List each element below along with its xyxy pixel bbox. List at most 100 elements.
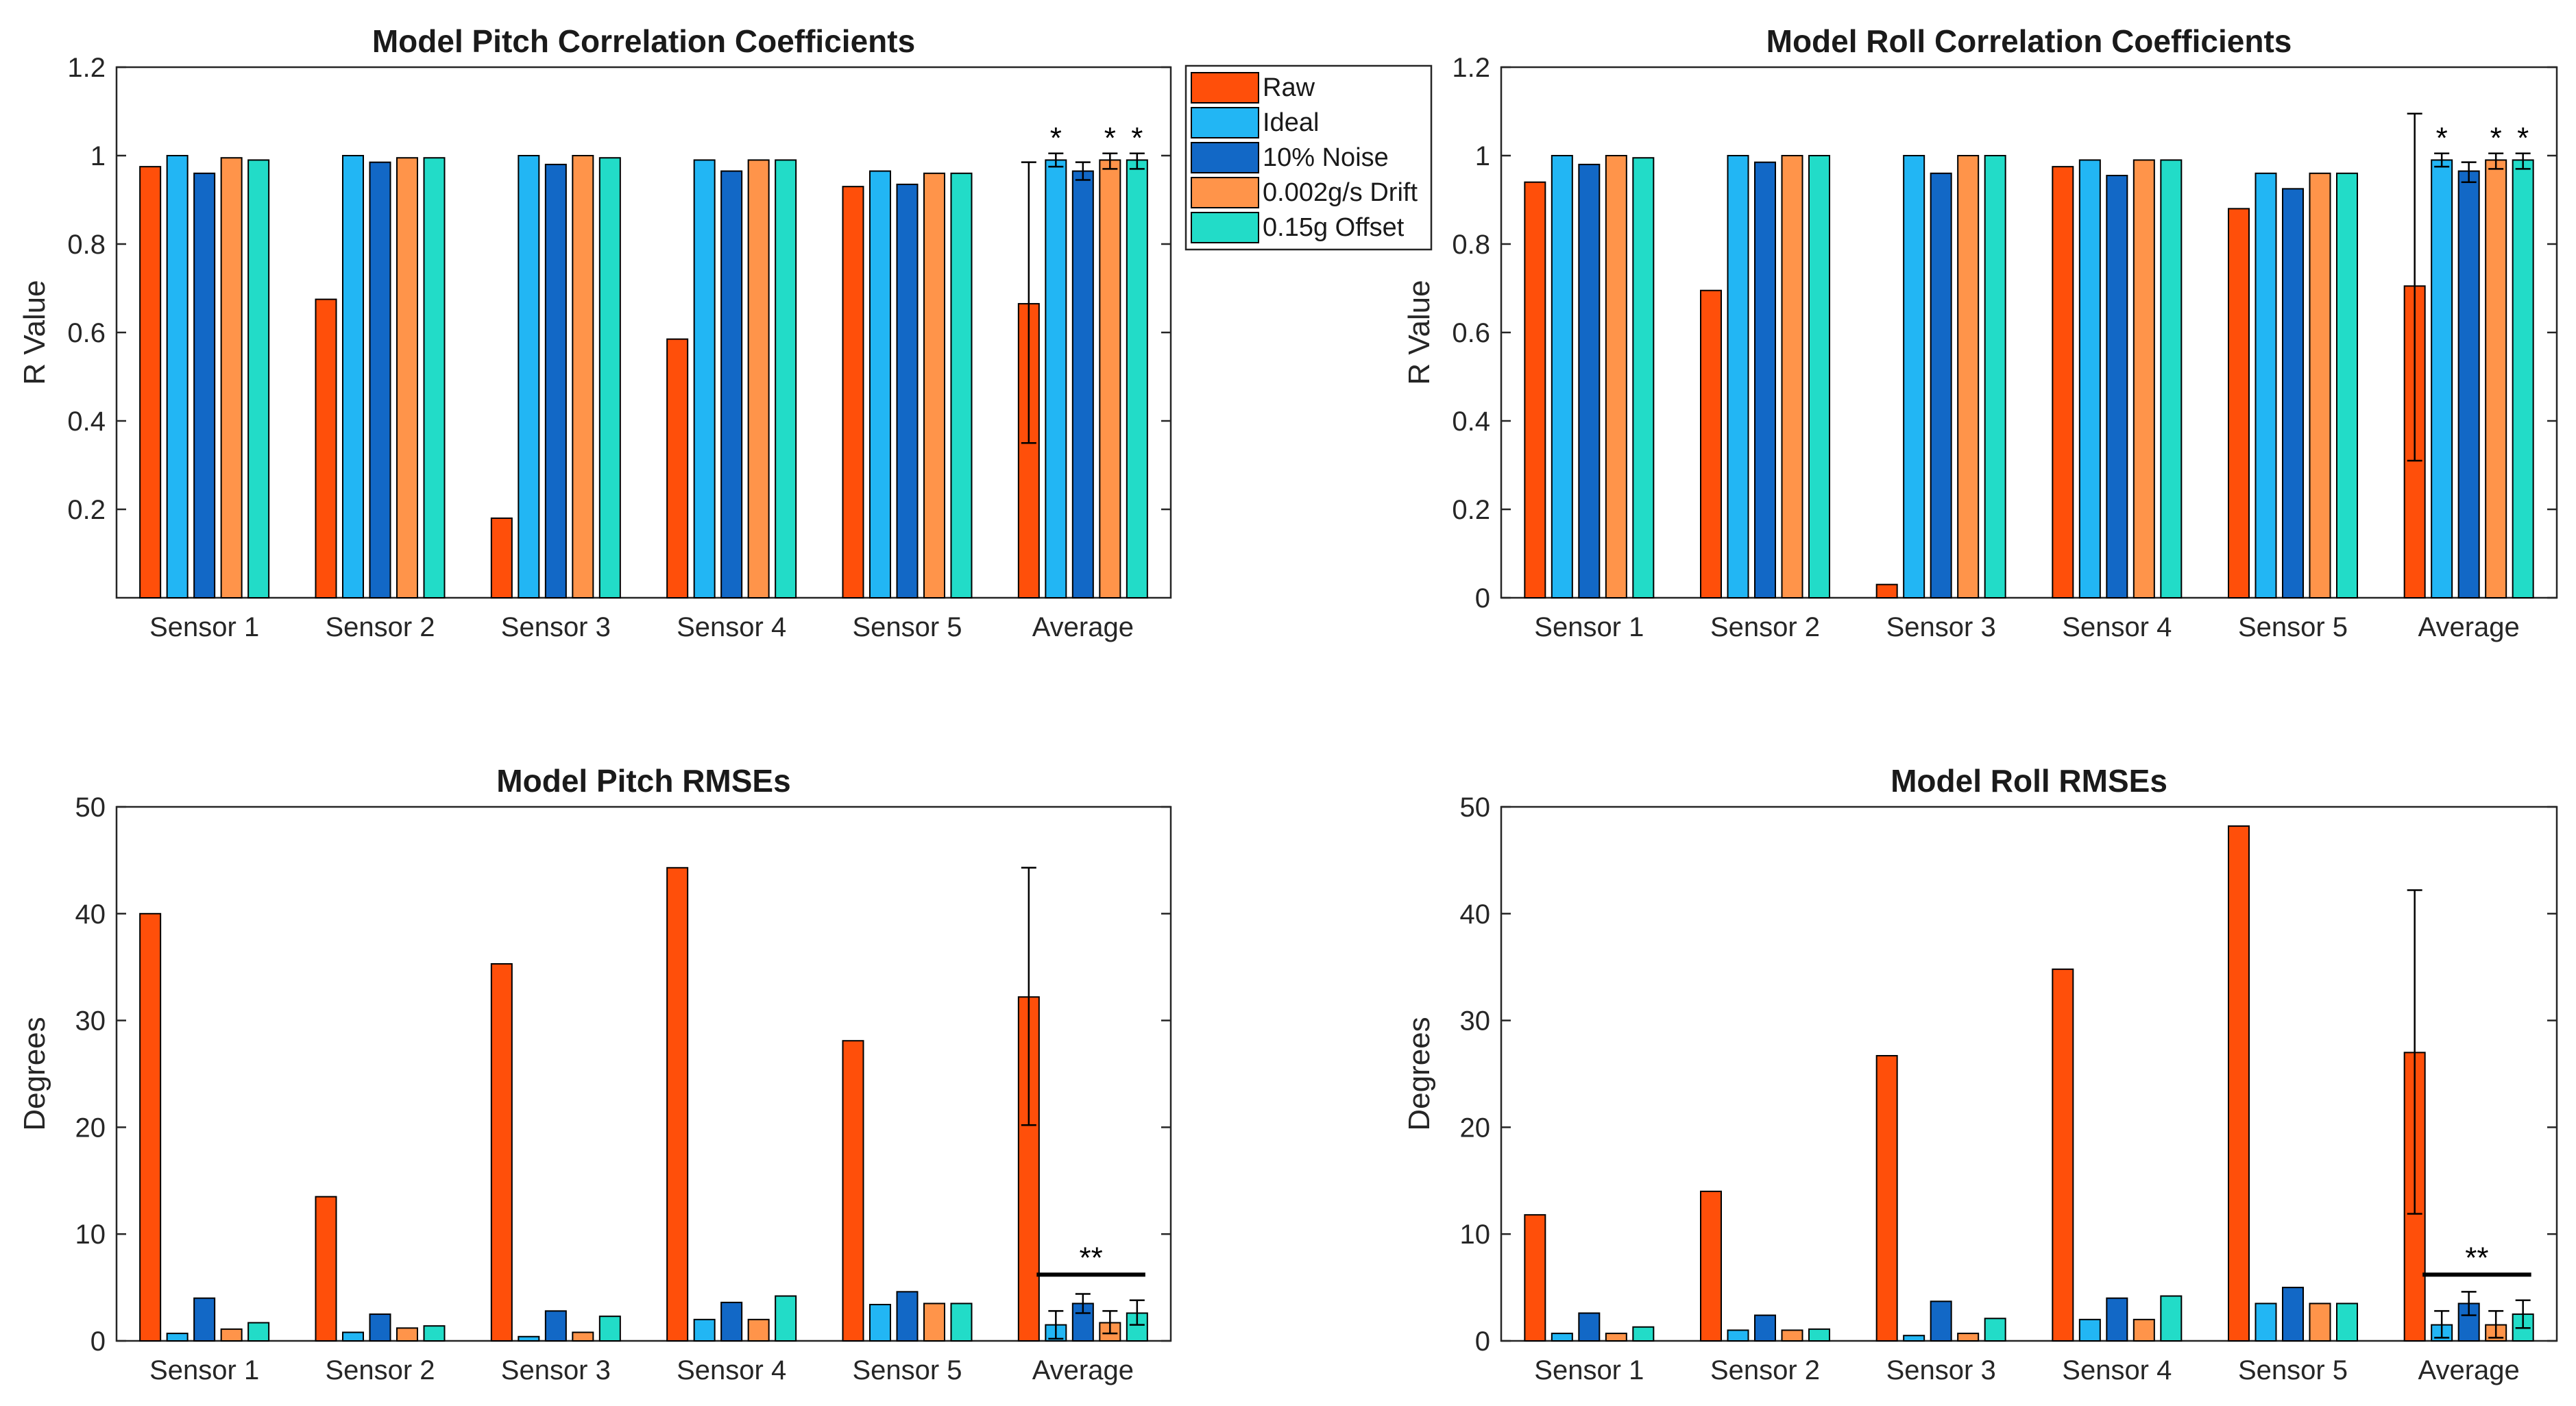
pitch-corr-ytick-label: 0.6 <box>67 318 106 348</box>
roll-rmse-bar-raw-sensor-5 <box>2228 825 2250 1342</box>
pitch-rmse-significance-label: ** <box>1079 1241 1102 1274</box>
pitch-rmse-xtick-label: Average <box>1032 1355 1134 1385</box>
pitch-corr-errorbar <box>1129 152 1145 170</box>
roll-rmse-bar-0-002g-s-drift-sensor-4 <box>2133 1318 2155 1342</box>
roll-corr-bar-0-002g-s-drift-sensor-5 <box>2309 172 2331 599</box>
pitch-corr-errorbar <box>1075 161 1091 181</box>
roll-corr-bar-0-15g-offset-sensor-1 <box>1632 157 1655 599</box>
legend-label: 0.15g Offset <box>1263 213 1405 242</box>
roll-corr-ytick-label: 0 <box>1475 583 1490 614</box>
legend-swatch-raw <box>1191 72 1259 104</box>
roll-rmse-xtick-label: Sensor 2 <box>1710 1355 1820 1385</box>
pitch-rmse-bar-0-002g-s-drift-sensor-4 <box>747 1318 770 1342</box>
pitch-corr-ytick-label: 0.4 <box>67 407 106 437</box>
pitch-corr-bar-0-002g-s-drift-sensor-5 <box>923 172 945 599</box>
roll-corr-xtick-label: Average <box>2418 612 2520 642</box>
pitch-rmse-bar-raw-sensor-5 <box>842 1040 864 1342</box>
roll-rmse-bar-raw-sensor-4 <box>2052 968 2074 1342</box>
roll-rmse-xtick-label: Sensor 3 <box>1886 1355 1996 1385</box>
pitch-corr-errorbar <box>1021 161 1036 444</box>
pitch-rmse-ytick-label: 20 <box>75 1113 106 1143</box>
pitch-corr-errorbar <box>1102 152 1118 170</box>
roll-corr-significance-star: * <box>2517 121 2529 155</box>
roll-corr-ytick-label: 1.2 <box>1452 53 1490 83</box>
roll-rmse-bar-raw-sensor-3 <box>1875 1055 1898 1342</box>
roll-corr-bar-0-002g-s-drift-sensor-2 <box>1781 155 1803 598</box>
pitch-rmse-axes-box <box>115 805 1172 1342</box>
pitch-corr-bar-raw-sensor-3 <box>490 517 513 599</box>
pitch-corr-ylabel: R Value <box>18 280 51 385</box>
pitch-corr-significance-star: * <box>1131 121 1143 155</box>
roll-corr-bar-ideal-sensor-2 <box>1727 155 1749 598</box>
roll-corr-xtick-label: Sensor 5 <box>2238 612 2348 642</box>
roll-rmse-errorbar <box>2461 1291 2477 1316</box>
roll-corr-bar-ideal-sensor-5 <box>2255 172 2277 599</box>
roll-rmse-ytick-label: 0 <box>1475 1326 1490 1357</box>
roll-rmse-bar-ideal-sensor-3 <box>1903 1335 1925 1342</box>
legend-swatch-ideal <box>1191 107 1259 138</box>
pitch-rmse-errorbar <box>1102 1310 1118 1335</box>
pitch-rmse-errorbar <box>1048 1310 1064 1340</box>
pitch-rmse-xtick-label: Sensor 1 <box>149 1355 259 1385</box>
pitch-corr-bar-0-002g-s-drift-sensor-1 <box>220 157 243 599</box>
roll-corr-bar-0-15g-offset-average <box>2512 159 2534 598</box>
pitch-corr-bar-raw-sensor-1 <box>139 166 162 598</box>
roll-rmse-errorbar <box>2515 1299 2531 1329</box>
pitch-rmse-bar-0-15g-offset-sensor-1 <box>247 1322 270 1342</box>
roll-corr-bar-10-noise-sensor-5 <box>2282 188 2304 598</box>
pitch-corr-xtick-label: Sensor 4 <box>677 612 786 642</box>
roll-rmse-bar-10-noise-sensor-4 <box>2106 1297 2128 1342</box>
pitch-corr-significance-star: * <box>1050 121 1062 155</box>
roll-rmse-significance-label: ** <box>2465 1241 2488 1274</box>
roll-corr-bar-ideal-average <box>2431 159 2453 598</box>
pitch-rmse-bar-0-15g-offset-sensor-2 <box>423 1325 446 1342</box>
roll-corr-bar-10-noise-sensor-1 <box>1578 163 1601 598</box>
roll-rmse-errorbar <box>2434 1310 2450 1339</box>
pitch-rmse-bar-0-15g-offset-sensor-4 <box>775 1295 797 1342</box>
roll-rmse-bar-0-15g-offset-sensor-5 <box>2336 1302 2358 1342</box>
pitch-corr-bar-raw-sensor-2 <box>315 298 337 598</box>
pitch-rmse-bar-raw-sensor-2 <box>315 1196 337 1342</box>
legend-swatch-10-noise <box>1191 142 1259 173</box>
pitch-corr-ytick-label: 0.2 <box>67 495 106 525</box>
pitch-corr-bar-0-15g-offset-sensor-1 <box>247 159 270 598</box>
pitch-corr-xtick-label: Sensor 5 <box>852 612 962 642</box>
roll-corr-xtick-label: Sensor 3 <box>1886 612 1996 642</box>
legend-label: Raw <box>1263 73 1315 102</box>
roll-rmse-bar-10-noise-sensor-3 <box>1930 1300 1952 1342</box>
pitch-corr-bar-10-noise-sensor-5 <box>896 183 919 598</box>
roll-corr-bar-0-002g-s-drift-sensor-4 <box>2133 159 2155 598</box>
pitch-rmse-errorbar <box>1021 866 1036 1126</box>
pitch-rmse-bar-0-002g-s-drift-sensor-1 <box>220 1328 243 1342</box>
pitch-corr-bar-ideal-sensor-1 <box>166 155 189 598</box>
roll-corr-bar-10-noise-sensor-2 <box>1754 161 1776 599</box>
roll-rmse-ylabel: Degrees <box>1402 1017 1436 1130</box>
pitch-rmse-errorbar <box>1075 1293 1091 1314</box>
roll-rmse-chart: Model Roll RMSEs 0 10 20 30 40 50 Degrees Sensor… <box>1402 763 2558 1385</box>
pitch-rmse-bar-0-15g-offset-sensor-3 <box>598 1316 621 1342</box>
pitch-corr-xtick-label: Average <box>1032 612 1134 642</box>
pitch-corr-bar-0-15g-offset-sensor-5 <box>950 172 973 599</box>
roll-corr-ytick-label: 0.4 <box>1452 407 1490 437</box>
pitch-corr-significance-star: * <box>1104 121 1116 155</box>
pitch-corr-ytick-label: 1.2 <box>67 53 106 83</box>
pitch-rmse-bar-10-noise-sensor-3 <box>544 1310 567 1342</box>
roll-rmse-bar-10-noise-sensor-1 <box>1578 1312 1601 1342</box>
roll-rmse-ytick-label: 10 <box>1460 1220 1491 1250</box>
pitch-corr-bar-0-15g-offset-sensor-3 <box>598 157 621 599</box>
roll-rmse-bar-ideal-sensor-5 <box>2255 1302 2277 1342</box>
pitch-rmse-bar-raw-sensor-3 <box>490 963 513 1342</box>
roll-corr-errorbar <box>2434 152 2450 168</box>
pitch-corr-bar-0-002g-s-drift-sensor-3 <box>572 155 594 598</box>
roll-rmse-bar-ideal-sensor-2 <box>1727 1329 1749 1342</box>
roll-rmse-bar-raw-sensor-2 <box>1700 1190 1722 1342</box>
roll-rmse-bar-0-15g-offset-sensor-2 <box>1808 1328 1830 1342</box>
roll-corr-significance-star: * <box>2490 121 2502 155</box>
roll-corr-bar-raw-sensor-3 <box>1875 583 1898 599</box>
pitch-corr-bar-0-15g-offset-sensor-2 <box>423 157 446 599</box>
roll-corr-ytick-label: 0.8 <box>1452 230 1490 260</box>
pitch-corr-errorbar <box>1048 152 1064 168</box>
roll-rmse-bar-0-15g-offset-sensor-4 <box>2160 1295 2183 1342</box>
roll-rmse-ytick-label: 50 <box>1460 792 1491 823</box>
pitch-rmse-bar-ideal-sensor-1 <box>166 1333 189 1342</box>
